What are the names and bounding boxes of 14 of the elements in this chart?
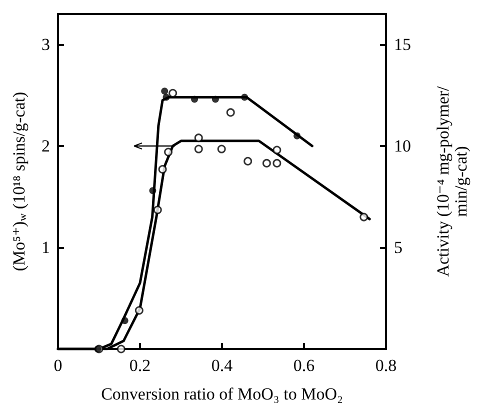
x-tick-label: 0.2 [129, 356, 151, 375]
x-tick-label: 0 [54, 356, 62, 375]
y-tick-label: 2 [42, 136, 50, 156]
y-tick-label: 1 [42, 238, 50, 257]
x-axis-title: Conversion ratio of MoO₃ to MoO₂ [101, 384, 343, 404]
y2-tick-label: 15 [394, 34, 411, 54]
y-axis-title: (Mo⁵⁺)w (10¹⁸ spins/g-cat) [10, 92, 29, 272]
y2-axis-title: Activity (10⁻⁴ mg-polymer/ min/g-cat) [434, 86, 470, 277]
y2-tick-label: 10 [394, 136, 411, 156]
x-tick-label: 0.8 [375, 356, 397, 375]
x-tick-label: 0.6 [293, 356, 315, 375]
y-tick-label: 3 [42, 34, 50, 54]
x-tick-label: 0.4 [211, 356, 234, 375]
y2-tick-label: 5 [394, 238, 402, 257]
